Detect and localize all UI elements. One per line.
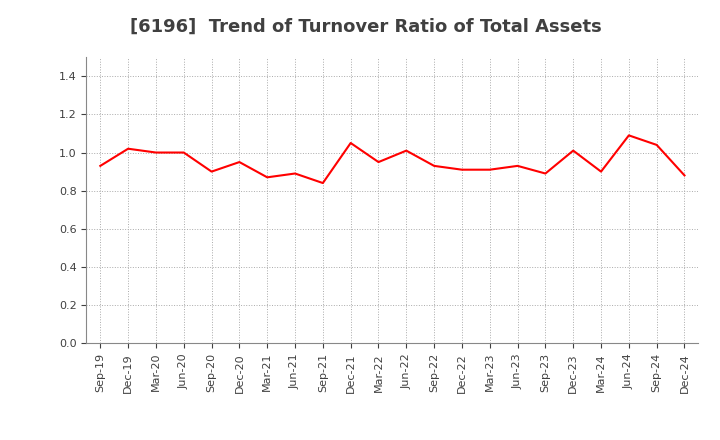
Text: [6196]  Trend of Turnover Ratio of Total Assets: [6196] Trend of Turnover Ratio of Total … [130,18,601,36]
